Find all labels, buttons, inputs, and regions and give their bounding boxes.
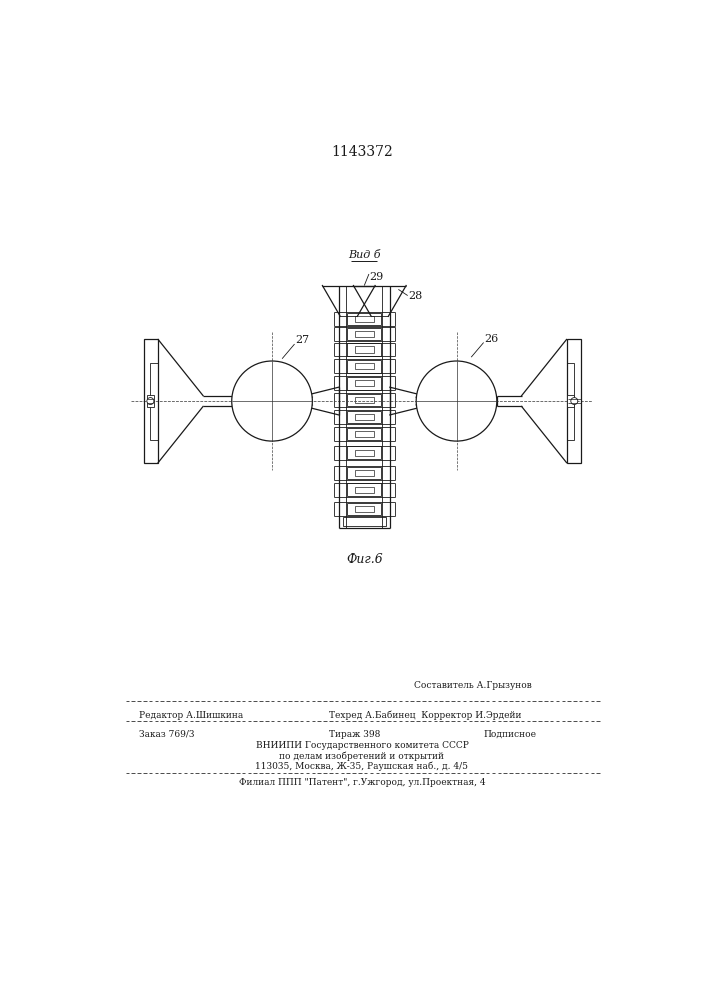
Bar xyxy=(355,346,374,353)
Bar xyxy=(355,380,374,386)
Bar xyxy=(151,363,158,440)
Bar xyxy=(347,360,381,373)
Bar xyxy=(355,363,374,369)
Text: 28: 28 xyxy=(409,291,423,301)
Bar xyxy=(347,343,381,356)
Ellipse shape xyxy=(416,361,497,441)
Text: 1143372: 1143372 xyxy=(331,145,393,159)
Text: Составитель А.Грызунов: Составитель А.Грызунов xyxy=(414,681,532,690)
Text: 27: 27 xyxy=(296,335,310,345)
Bar xyxy=(355,470,374,476)
Bar xyxy=(146,395,154,407)
Bar xyxy=(355,331,374,337)
Bar xyxy=(347,394,381,406)
Text: Подписное: Подписное xyxy=(484,730,537,739)
Text: ВНИИПИ Государственного комитета СССР: ВНИИПИ Государственного комитета СССР xyxy=(255,741,469,750)
Bar xyxy=(566,339,580,463)
Bar xyxy=(355,450,374,456)
Bar xyxy=(347,446,381,459)
Text: Вид б: Вид б xyxy=(348,250,380,260)
Bar xyxy=(343,517,386,526)
Ellipse shape xyxy=(232,361,312,441)
Bar xyxy=(347,503,381,515)
Bar xyxy=(355,316,374,322)
Bar xyxy=(144,339,158,463)
Text: Фиг.6: Фиг.6 xyxy=(346,553,382,566)
Bar xyxy=(347,377,381,390)
Text: 29: 29 xyxy=(370,272,384,282)
Circle shape xyxy=(571,398,578,405)
Bar xyxy=(355,414,374,420)
Bar xyxy=(355,487,374,493)
Text: Редактор А.Шишкина: Редактор А.Шишкина xyxy=(139,711,243,720)
Text: 113035, Москва, Ж-35, Раушская наб., д. 4/5: 113035, Москва, Ж-35, Раушская наб., д. … xyxy=(255,761,469,771)
Bar xyxy=(566,395,574,407)
Bar xyxy=(355,397,374,403)
Bar xyxy=(566,363,574,440)
Bar xyxy=(355,431,374,437)
Bar xyxy=(347,466,381,479)
Bar xyxy=(347,428,381,440)
Text: Техред А.Бабинец  Корректор И.Эрдейи: Техред А.Бабинец Корректор И.Эрдейи xyxy=(329,711,521,720)
Text: Тираж 398: Тираж 398 xyxy=(329,730,380,739)
Text: Заказ 769/3: Заказ 769/3 xyxy=(139,730,194,739)
Circle shape xyxy=(147,398,154,405)
Bar xyxy=(347,411,381,423)
Bar xyxy=(347,328,381,340)
Bar xyxy=(347,483,381,496)
Bar xyxy=(355,506,374,512)
Text: 26: 26 xyxy=(484,334,498,344)
Text: по делам изобретений и открытий: по делам изобретений и открытий xyxy=(279,751,445,761)
Text: Филиал ППП "Патент", г.Ужгород, ул.Проектная, 4: Филиал ППП "Патент", г.Ужгород, ул.Проек… xyxy=(239,778,485,787)
Bar xyxy=(347,312,381,325)
